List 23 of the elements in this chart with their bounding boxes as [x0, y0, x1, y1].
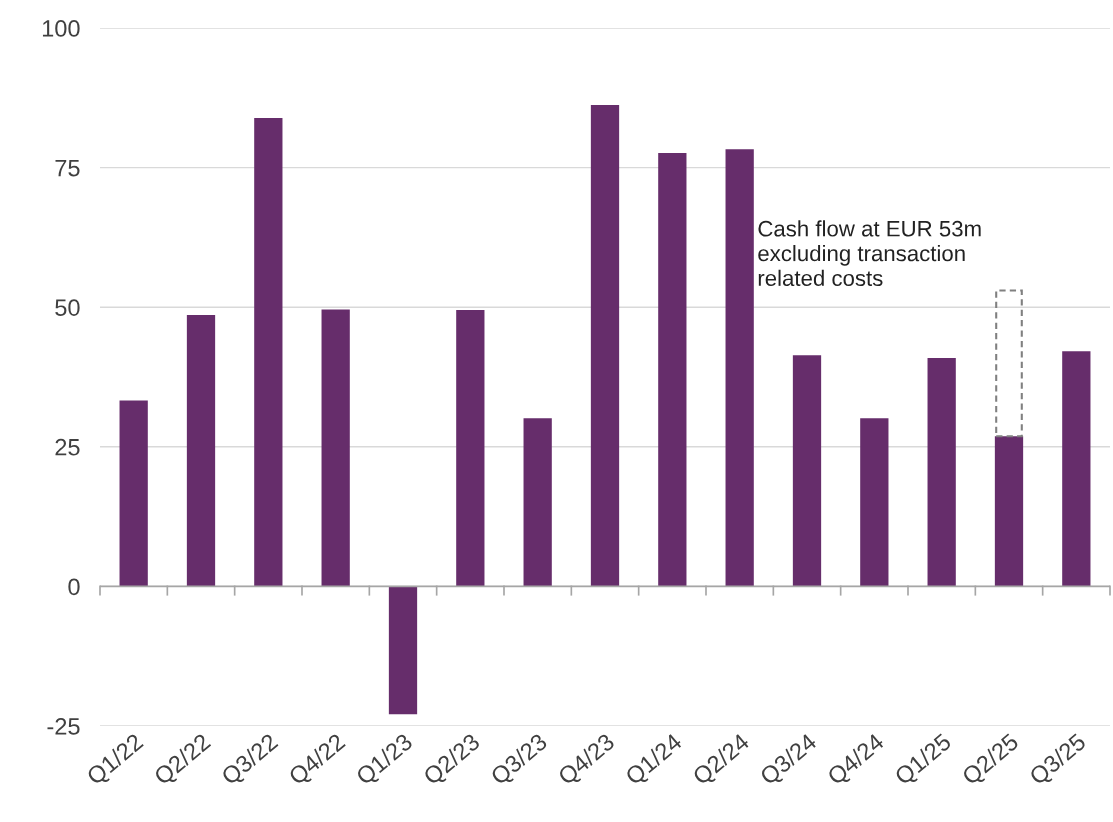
bar	[186, 315, 216, 587]
bar	[1062, 351, 1091, 587]
y-tick-label: 0	[68, 578, 80, 596]
bar	[321, 309, 350, 587]
y-tick-label: 50	[55, 299, 80, 316]
bar	[860, 418, 889, 587]
y-tick-label: -25	[47, 718, 80, 735]
y-tick-label: 75	[55, 159, 80, 177]
annotation: Cash flow at EUR 53m excluding transaction related costs	[758, 220, 981, 287]
bar	[456, 309, 485, 587]
bar	[725, 149, 754, 587]
bar	[254, 117, 283, 587]
y-tick-label: 100	[42, 20, 80, 37]
bar	[523, 418, 552, 587]
bar	[994, 436, 1024, 587]
bar	[995, 289, 1023, 438]
bar	[792, 355, 822, 587]
bar	[119, 400, 148, 587]
bar	[388, 586, 418, 715]
bar	[658, 153, 687, 587]
bar	[590, 105, 620, 587]
bar	[927, 358, 956, 587]
y-tick-label: 25	[55, 438, 80, 456]
